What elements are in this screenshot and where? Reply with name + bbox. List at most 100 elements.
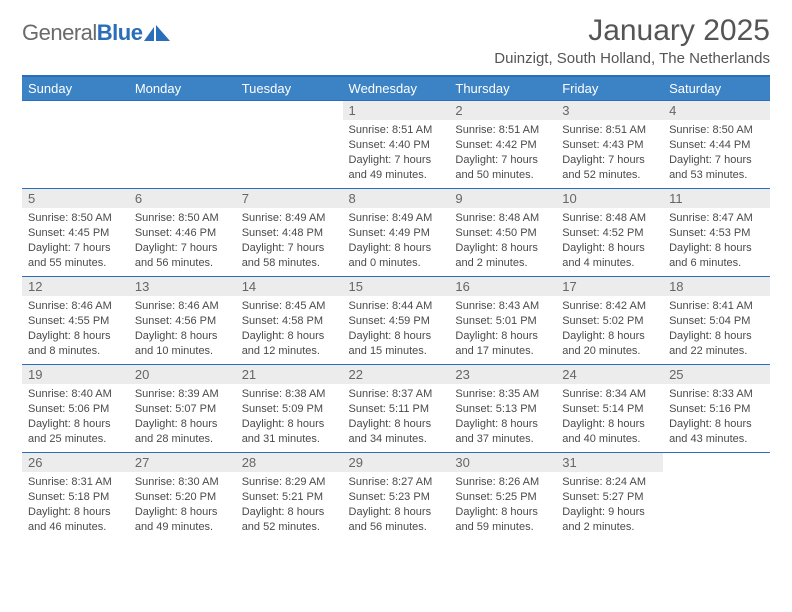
empty-cell	[129, 101, 236, 189]
day-info: Sunrise: 8:41 AMSunset: 5:04 PMDaylight:…	[663, 296, 770, 362]
day-info: Sunrise: 8:49 AMSunset: 4:48 PMDaylight:…	[236, 208, 343, 274]
day-info: Sunrise: 8:51 AMSunset: 4:42 PMDaylight:…	[449, 120, 556, 186]
day-cell: 31Sunrise: 8:24 AMSunset: 5:27 PMDayligh…	[556, 453, 663, 541]
weekday-header: Monday	[129, 76, 236, 101]
day-info: Sunrise: 8:34 AMSunset: 5:14 PMDaylight:…	[556, 384, 663, 450]
day-cell: 8Sunrise: 8:49 AMSunset: 4:49 PMDaylight…	[343, 189, 450, 277]
weekday-header: Thursday	[449, 76, 556, 101]
empty-cell	[663, 453, 770, 541]
day-number: 20	[129, 365, 236, 384]
day-number: 18	[663, 277, 770, 296]
day-info: Sunrise: 8:43 AMSunset: 5:01 PMDaylight:…	[449, 296, 556, 362]
day-info: Sunrise: 8:31 AMSunset: 5:18 PMDaylight:…	[22, 472, 129, 538]
header: GeneralBlue January 2025 Duinzigt, South…	[22, 14, 770, 67]
day-number: 2	[449, 101, 556, 120]
calendar-row: 19Sunrise: 8:40 AMSunset: 5:06 PMDayligh…	[22, 365, 770, 453]
day-cell: 14Sunrise: 8:45 AMSunset: 4:58 PMDayligh…	[236, 277, 343, 365]
calendar-row: 12Sunrise: 8:46 AMSunset: 4:55 PMDayligh…	[22, 277, 770, 365]
day-info: Sunrise: 8:29 AMSunset: 5:21 PMDaylight:…	[236, 472, 343, 538]
day-number: 13	[129, 277, 236, 296]
day-info: Sunrise: 8:50 AMSunset: 4:44 PMDaylight:…	[663, 120, 770, 186]
day-number: 16	[449, 277, 556, 296]
day-cell: 2Sunrise: 8:51 AMSunset: 4:42 PMDaylight…	[449, 101, 556, 189]
location-text: Duinzigt, South Holland, The Netherlands	[494, 50, 770, 67]
day-info: Sunrise: 8:51 AMSunset: 4:40 PMDaylight:…	[343, 120, 450, 186]
day-cell: 18Sunrise: 8:41 AMSunset: 5:04 PMDayligh…	[663, 277, 770, 365]
day-number: 21	[236, 365, 343, 384]
day-info: Sunrise: 8:50 AMSunset: 4:46 PMDaylight:…	[129, 208, 236, 274]
day-cell: 30Sunrise: 8:26 AMSunset: 5:25 PMDayligh…	[449, 453, 556, 541]
day-cell: 23Sunrise: 8:35 AMSunset: 5:13 PMDayligh…	[449, 365, 556, 453]
day-cell: 9Sunrise: 8:48 AMSunset: 4:50 PMDaylight…	[449, 189, 556, 277]
day-number: 14	[236, 277, 343, 296]
day-cell: 1Sunrise: 8:51 AMSunset: 4:40 PMDaylight…	[343, 101, 450, 189]
weekday-header: Friday	[556, 76, 663, 101]
day-cell: 27Sunrise: 8:30 AMSunset: 5:20 PMDayligh…	[129, 453, 236, 541]
day-number: 7	[236, 189, 343, 208]
day-info: Sunrise: 8:35 AMSunset: 5:13 PMDaylight:…	[449, 384, 556, 450]
day-cell: 22Sunrise: 8:37 AMSunset: 5:11 PMDayligh…	[343, 365, 450, 453]
day-cell: 26Sunrise: 8:31 AMSunset: 5:18 PMDayligh…	[22, 453, 129, 541]
day-cell: 11Sunrise: 8:47 AMSunset: 4:53 PMDayligh…	[663, 189, 770, 277]
day-cell: 5Sunrise: 8:50 AMSunset: 4:45 PMDaylight…	[22, 189, 129, 277]
day-cell: 29Sunrise: 8:27 AMSunset: 5:23 PMDayligh…	[343, 453, 450, 541]
day-number: 5	[22, 189, 129, 208]
day-cell: 12Sunrise: 8:46 AMSunset: 4:55 PMDayligh…	[22, 277, 129, 365]
day-info: Sunrise: 8:45 AMSunset: 4:58 PMDaylight:…	[236, 296, 343, 362]
day-cell: 21Sunrise: 8:38 AMSunset: 5:09 PMDayligh…	[236, 365, 343, 453]
brand-part2: Blue	[97, 20, 143, 45]
day-number: 8	[343, 189, 450, 208]
day-info: Sunrise: 8:51 AMSunset: 4:43 PMDaylight:…	[556, 120, 663, 186]
day-cell: 25Sunrise: 8:33 AMSunset: 5:16 PMDayligh…	[663, 365, 770, 453]
day-cell: 6Sunrise: 8:50 AMSunset: 4:46 PMDaylight…	[129, 189, 236, 277]
day-number: 6	[129, 189, 236, 208]
day-number: 1	[343, 101, 450, 120]
brand-text: GeneralBlue	[22, 20, 142, 46]
day-number: 4	[663, 101, 770, 120]
day-info: Sunrise: 8:39 AMSunset: 5:07 PMDaylight:…	[129, 384, 236, 450]
day-info: Sunrise: 8:26 AMSunset: 5:25 PMDaylight:…	[449, 472, 556, 538]
day-number: 31	[556, 453, 663, 472]
day-number: 12	[22, 277, 129, 296]
empty-cell	[22, 101, 129, 189]
weekday-header: Tuesday	[236, 76, 343, 101]
day-info: Sunrise: 8:24 AMSunset: 5:27 PMDaylight:…	[556, 472, 663, 538]
day-info: Sunrise: 8:40 AMSunset: 5:06 PMDaylight:…	[22, 384, 129, 450]
day-info: Sunrise: 8:38 AMSunset: 5:09 PMDaylight:…	[236, 384, 343, 450]
day-cell: 28Sunrise: 8:29 AMSunset: 5:21 PMDayligh…	[236, 453, 343, 541]
brand-part1: General	[22, 20, 97, 45]
day-number: 9	[449, 189, 556, 208]
day-number: 17	[556, 277, 663, 296]
day-info: Sunrise: 8:49 AMSunset: 4:49 PMDaylight:…	[343, 208, 450, 274]
day-cell: 10Sunrise: 8:48 AMSunset: 4:52 PMDayligh…	[556, 189, 663, 277]
empty-cell	[236, 101, 343, 189]
calendar-row: 1Sunrise: 8:51 AMSunset: 4:40 PMDaylight…	[22, 101, 770, 189]
calendar-row: 26Sunrise: 8:31 AMSunset: 5:18 PMDayligh…	[22, 453, 770, 541]
day-number: 10	[556, 189, 663, 208]
day-number: 19	[22, 365, 129, 384]
day-number: 24	[556, 365, 663, 384]
day-info: Sunrise: 8:37 AMSunset: 5:11 PMDaylight:…	[343, 384, 450, 450]
day-number: 27	[129, 453, 236, 472]
day-info: Sunrise: 8:50 AMSunset: 4:45 PMDaylight:…	[22, 208, 129, 274]
calendar-head: SundayMondayTuesdayWednesdayThursdayFrid…	[22, 76, 770, 101]
day-cell: 16Sunrise: 8:43 AMSunset: 5:01 PMDayligh…	[449, 277, 556, 365]
day-info: Sunrise: 8:48 AMSunset: 4:52 PMDaylight:…	[556, 208, 663, 274]
brand-sail-icon	[144, 25, 170, 41]
weekday-header: Sunday	[22, 76, 129, 101]
day-number: 3	[556, 101, 663, 120]
month-title: January 2025	[494, 14, 770, 48]
day-cell: 15Sunrise: 8:44 AMSunset: 4:59 PMDayligh…	[343, 277, 450, 365]
day-number: 25	[663, 365, 770, 384]
day-number: 30	[449, 453, 556, 472]
day-number: 28	[236, 453, 343, 472]
calendar-table: SundayMondayTuesdayWednesdayThursdayFrid…	[22, 75, 770, 541]
day-info: Sunrise: 8:44 AMSunset: 4:59 PMDaylight:…	[343, 296, 450, 362]
day-info: Sunrise: 8:30 AMSunset: 5:20 PMDaylight:…	[129, 472, 236, 538]
day-info: Sunrise: 8:46 AMSunset: 4:55 PMDaylight:…	[22, 296, 129, 362]
weekday-row: SundayMondayTuesdayWednesdayThursdayFrid…	[22, 76, 770, 101]
day-info: Sunrise: 8:33 AMSunset: 5:16 PMDaylight:…	[663, 384, 770, 450]
day-number: 11	[663, 189, 770, 208]
day-info: Sunrise: 8:46 AMSunset: 4:56 PMDaylight:…	[129, 296, 236, 362]
day-cell: 3Sunrise: 8:51 AMSunset: 4:43 PMDaylight…	[556, 101, 663, 189]
